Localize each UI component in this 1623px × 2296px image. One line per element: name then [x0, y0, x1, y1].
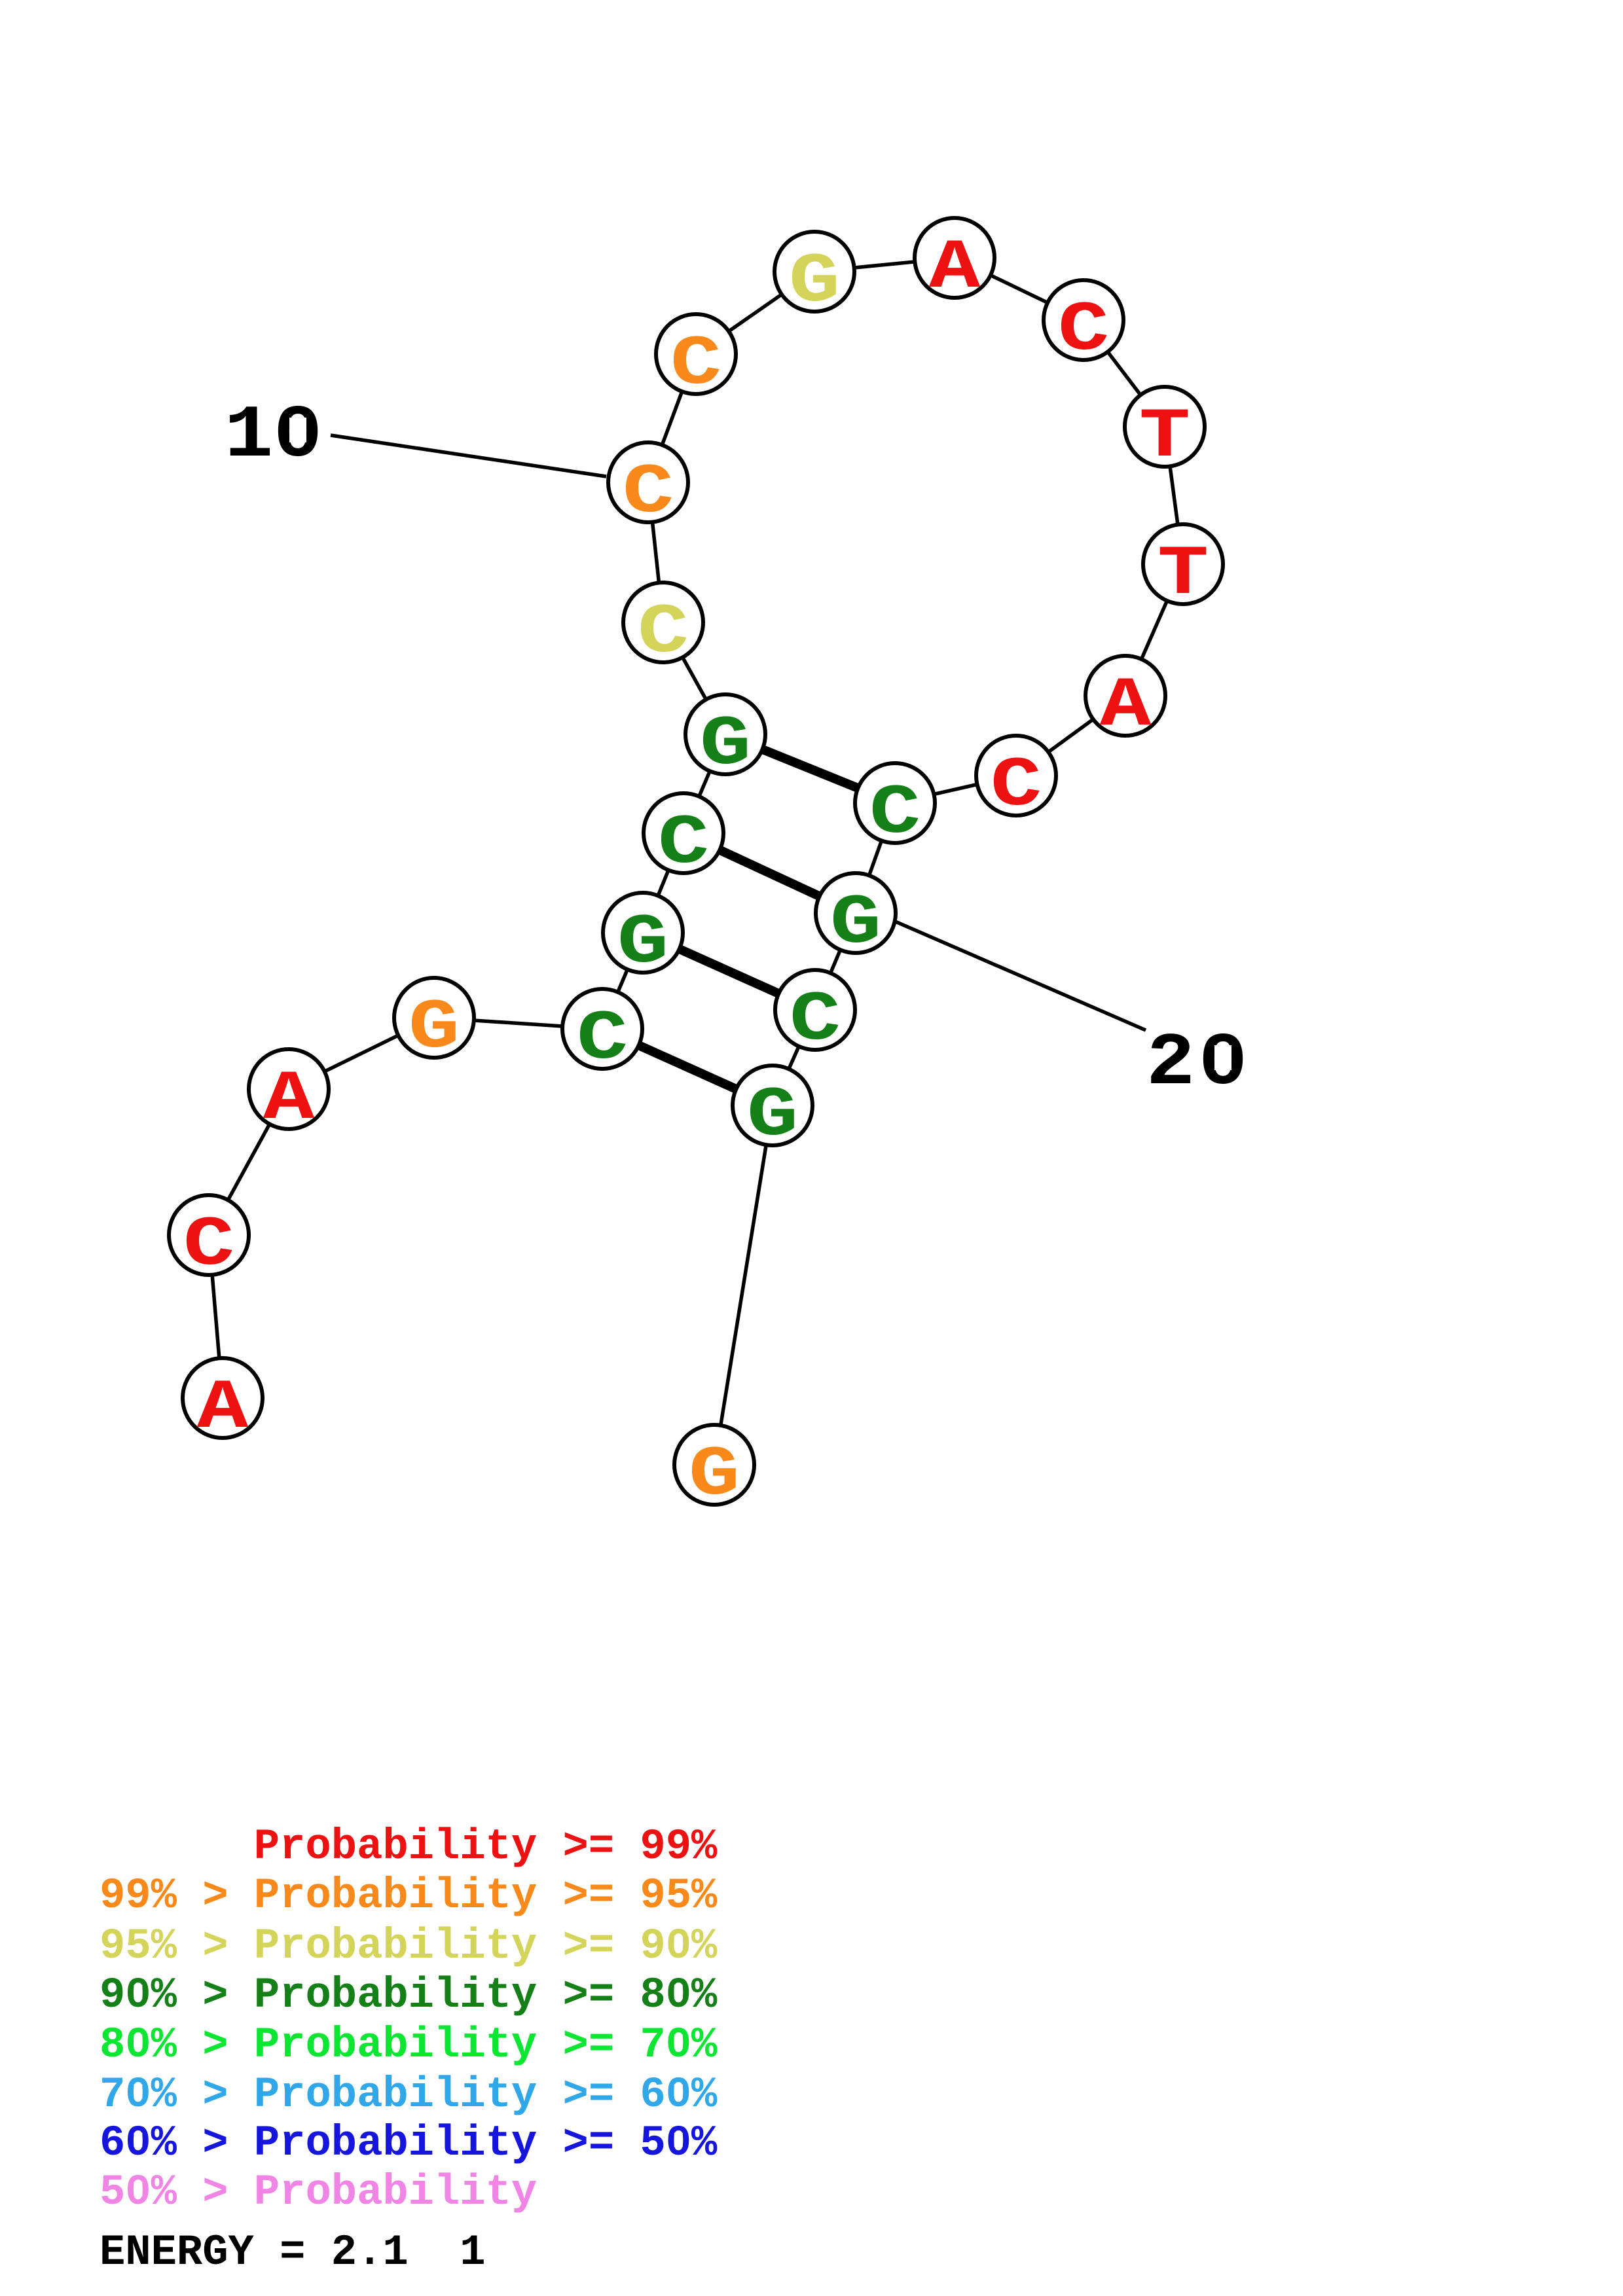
- svg-text:C: C: [638, 593, 689, 672]
- svg-text:G: G: [409, 988, 460, 1067]
- svg-text:A: A: [929, 228, 981, 308]
- svg-text:C: C: [670, 325, 721, 404]
- svg-text:90% > Probability >= 80%: 90% > Probability >= 80%: [100, 1971, 718, 2020]
- svg-text:T: T: [1139, 397, 1190, 476]
- svg-text:G: G: [689, 1435, 740, 1515]
- svg-text:A: A: [1100, 666, 1152, 745]
- svg-text:A: A: [263, 1060, 315, 1139]
- svg-text:C: C: [790, 980, 841, 1060]
- svg-text:C: C: [991, 746, 1042, 825]
- svg-text:T: T: [1158, 535, 1209, 614]
- svg-text:C: C: [658, 804, 709, 883]
- svg-text:70% > Probability >= 60%: 70% > Probability >= 60%: [100, 2070, 718, 2119]
- svg-text:95% > Probability >= 90%: 95% > Probability >= 90%: [100, 1922, 718, 1971]
- svg-text:G: G: [617, 903, 668, 982]
- svg-text:C: C: [183, 1206, 234, 1285]
- svg-text:Probability >= 99%: Probability >= 99%: [254, 1822, 718, 1871]
- svg-text:60% > Probability >= 50%: 60% > Probability >= 50%: [100, 2119, 718, 2168]
- svg-text:50% > Probability: 50% > Probability: [100, 2168, 537, 2217]
- svg-text:G: G: [789, 242, 840, 321]
- svg-text:C: C: [577, 999, 628, 1079]
- svg-text:G: G: [830, 884, 881, 963]
- svg-text:C: C: [1058, 291, 1109, 370]
- svg-text:80% > Probability >= 70%: 80% > Probability >= 70%: [100, 2020, 718, 2070]
- svg-text:C: C: [869, 774, 921, 853]
- svg-text:C: C: [623, 453, 674, 532]
- svg-text:ENERGY = 2.1 1: ENERGY = 2.1 1: [100, 2228, 486, 2277]
- svg-text:G: G: [747, 1076, 798, 1155]
- svg-text:G: G: [700, 705, 751, 784]
- svg-text:A: A: [197, 1369, 249, 1448]
- svg-text:1: 1: [225, 394, 274, 478]
- svg-text:2: 2: [1146, 1022, 1195, 1105]
- svg-text:99% > Probability >= 95%: 99% > Probability >= 95%: [100, 1871, 718, 1920]
